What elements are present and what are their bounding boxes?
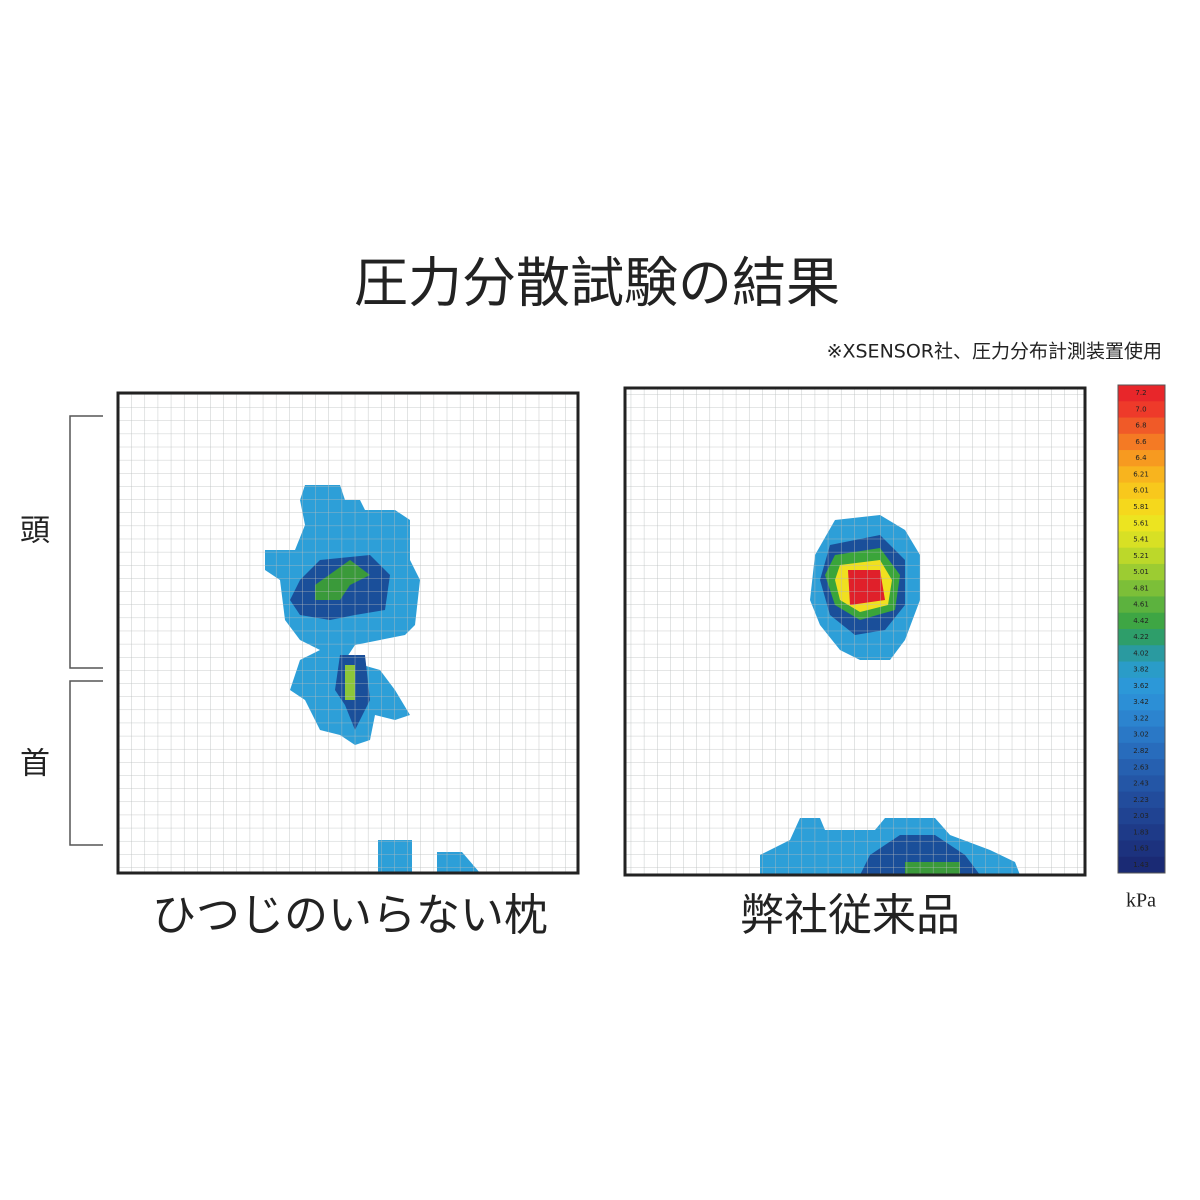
legend-swatch xyxy=(1118,498,1165,516)
legend-swatch xyxy=(1118,450,1165,467)
pressure-map-right xyxy=(623,386,1087,877)
legend-swatch xyxy=(1118,385,1165,402)
legend-swatch xyxy=(1118,629,1165,646)
legend-swatch xyxy=(1118,563,1165,581)
legend-label: 6.6 xyxy=(1135,438,1147,446)
legend-label: 4.22 xyxy=(1133,633,1149,641)
pressure-map-left xyxy=(116,391,580,875)
legend-label: 7.2 xyxy=(1135,389,1146,397)
legend-label: 5.01 xyxy=(1133,568,1149,576)
legend-label: 3.82 xyxy=(1133,666,1149,674)
legend-label: 5.81 xyxy=(1133,503,1149,511)
brackets xyxy=(69,415,103,846)
legend-label: 3.22 xyxy=(1133,714,1149,722)
legend-label: 2.43 xyxy=(1133,780,1149,788)
legend-swatch xyxy=(1118,661,1165,679)
legend-label: 6.01 xyxy=(1133,487,1149,495)
legend-swatch xyxy=(1118,466,1165,484)
legend-swatch xyxy=(1118,612,1165,630)
legend-label: 1.63 xyxy=(1133,845,1149,853)
legend-label: 6.4 xyxy=(1135,454,1147,462)
title: 圧力分散試験の結果 xyxy=(354,252,840,315)
legend: 7.2 7.0 6.8 6.6 6.4 6.21 6.01 5.81 5.61 5.41 5.21 5… xyxy=(1117,384,1166,874)
legend-swatch xyxy=(1118,645,1165,663)
legend-label: 4.02 xyxy=(1133,649,1149,657)
note: ※XSENSOR社、圧力分布計測装置使用 xyxy=(827,341,1162,363)
legend-swatch xyxy=(1118,580,1165,597)
legend-swatch xyxy=(1118,694,1165,711)
legend-swatch xyxy=(1118,759,1165,776)
legend-label: 2.23 xyxy=(1133,796,1149,804)
legend-label: 5.41 xyxy=(1133,536,1149,544)
legend-label: 4.81 xyxy=(1133,584,1149,592)
panel-label: ひつじのいらない枕 xyxy=(152,890,548,941)
legend-label: 4.61 xyxy=(1133,601,1149,609)
legend-label: 3.42 xyxy=(1133,698,1149,706)
legend-label: 6.8 xyxy=(1135,422,1146,430)
legend-swatch xyxy=(1118,726,1165,744)
head-label: 頭 xyxy=(20,514,50,549)
legend-label: 6.21 xyxy=(1133,470,1149,478)
legend-label: 3.02 xyxy=(1133,731,1149,739)
legend-label: 7.0 xyxy=(1135,405,1146,413)
legend-swatch xyxy=(1118,856,1165,874)
legend-label: 2.63 xyxy=(1133,763,1149,771)
legend-label: 2.03 xyxy=(1133,812,1149,820)
legend-swatch xyxy=(1118,807,1165,825)
neck-label: 首 xyxy=(20,747,50,782)
legend-swatch xyxy=(1118,710,1165,728)
legend-swatch xyxy=(1118,840,1165,858)
legend-unit: kPa xyxy=(1126,890,1156,912)
panel-label: 弊社従来品 xyxy=(740,890,960,941)
legend-swatch xyxy=(1118,401,1165,419)
legend-swatch xyxy=(1118,596,1165,614)
legend-label: 1.43 xyxy=(1133,861,1149,869)
legend-swatch xyxy=(1118,824,1165,841)
legend-swatch xyxy=(1118,791,1165,809)
legend-swatch xyxy=(1118,515,1165,532)
legend-label: 5.21 xyxy=(1133,552,1149,560)
legend-label: 2.82 xyxy=(1133,747,1149,755)
legend-label: 4.42 xyxy=(1133,617,1149,625)
legend-label: 5.61 xyxy=(1133,519,1149,527)
legend-swatch xyxy=(1118,677,1165,695)
legend-swatch xyxy=(1118,482,1165,500)
legend-swatch xyxy=(1118,417,1165,435)
legend-label: 3.62 xyxy=(1133,682,1149,690)
legend-swatch xyxy=(1118,531,1165,549)
legend-border xyxy=(1117,384,1166,874)
legend-swatch xyxy=(1118,742,1165,760)
legend-swatch xyxy=(1118,433,1165,451)
legend-swatch xyxy=(1118,775,1165,793)
legend-swatch xyxy=(1118,547,1165,565)
legend-label: 1.83 xyxy=(1133,828,1149,836)
